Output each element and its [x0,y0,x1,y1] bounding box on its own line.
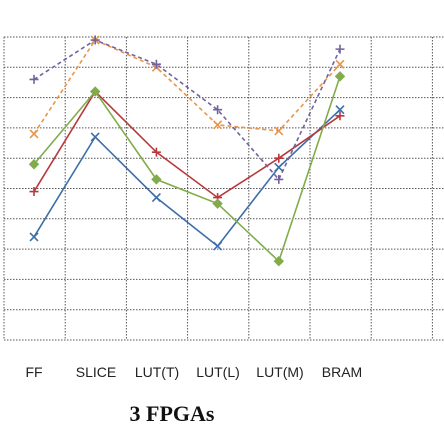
x-tick-label: LUT(M) [256,364,303,380]
data-point [28,159,40,170]
data-point [335,111,345,121]
data-point [29,232,39,242]
data-point [151,59,161,69]
x-tick-label: FF [25,364,42,380]
series-markers [28,35,346,267]
x-axis-tick-labels: FF SLICE LUT(T) LUT(L) LUT(M) BRAM [25,364,362,380]
series-line-2 [33,90,341,199]
data-point [273,256,285,267]
data-point [213,105,223,115]
data-point [334,71,346,82]
data-point [89,86,101,97]
series-line-5 [33,39,341,181]
data-point [151,193,161,203]
data-point [274,126,284,136]
data-point [29,129,39,139]
series-line-4 [33,39,341,135]
data-point [274,162,284,172]
series-lines [33,39,341,263]
data-point [335,44,345,54]
x-tick-label: BRAM [322,364,362,380]
grid-lines [3,36,444,341]
data-point [29,74,39,84]
x-tick-label: SLICE [76,364,116,380]
data-point [213,120,223,130]
data-point [90,132,100,142]
x-tick-label: LUT(L) [196,364,240,380]
data-point [213,241,223,251]
data-point [212,198,223,209]
data-point [335,59,345,69]
data-point [274,174,284,184]
series-line-1 [33,109,341,248]
chart-title: 3 FPGAs [130,401,215,426]
data-point [90,35,100,45]
data-point [335,105,345,115]
series-line-3 [33,76,341,263]
data-point [29,187,39,197]
x-tick-label: LUT(T) [135,364,179,380]
data-point [151,174,162,185]
data-point [151,147,161,157]
data-point [274,153,284,163]
